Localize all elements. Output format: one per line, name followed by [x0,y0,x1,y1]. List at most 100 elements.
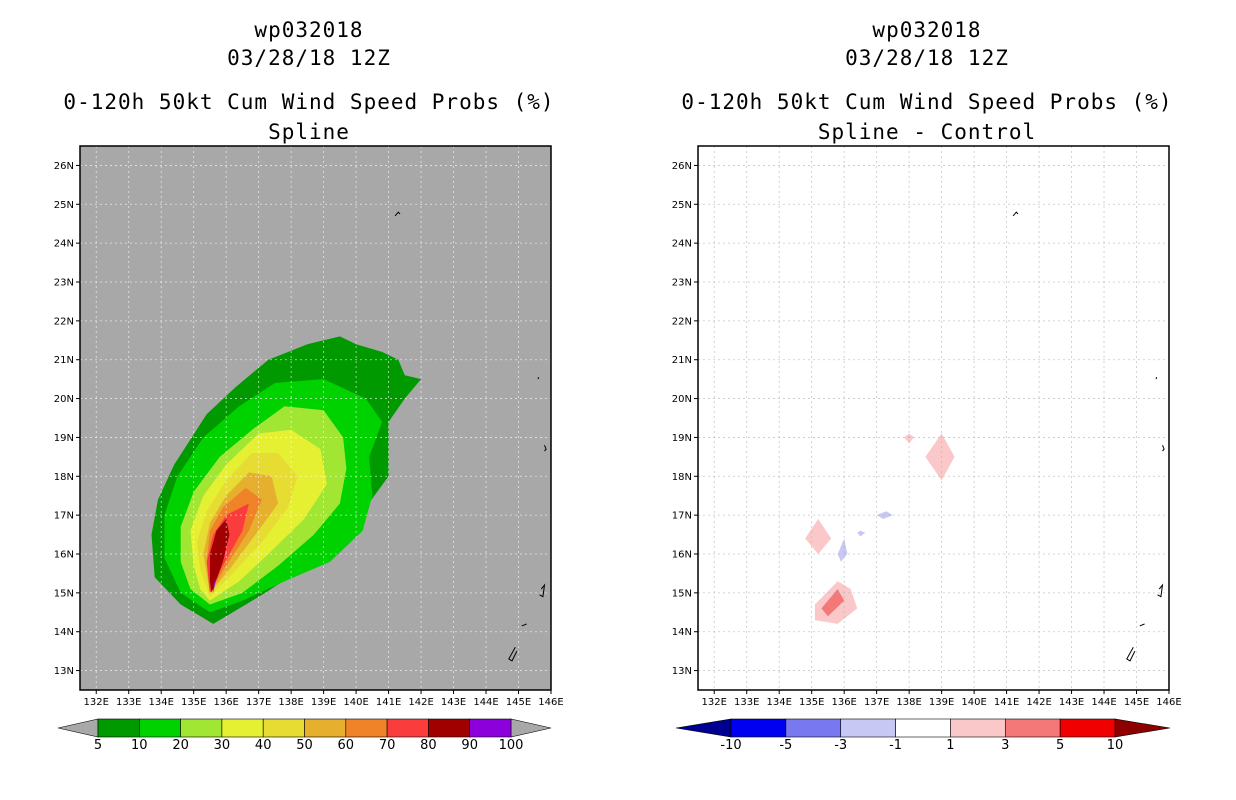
left-colorbar-swatch [97,718,140,738]
right-panel: wp032018 03/28/18 12Z 0-120h 50kt Cum Wi… [618,0,1236,800]
right-xtick-label: 135E [799,697,824,708]
right-colorbar-swatch [785,718,842,738]
left-ytick-label: 23N [54,278,74,289]
left-ytick-label: 25N [54,200,74,211]
left-ytick-label: 24N [54,239,74,250]
left-colorbar-label: 90 [461,738,478,753]
right-ytick-label: 21N [672,355,692,366]
right-colorbar-swatch [1004,718,1061,738]
right-xtick-label: 144E [1091,697,1116,708]
right-ytick-label: 22N [672,316,692,327]
right-coastline [1155,377,1158,380]
left-coastline [521,623,527,627]
right-colorbar-swatch [1059,718,1116,738]
left-colorbar-swatch [386,718,429,738]
right-colorbar-label: 1 [946,738,954,753]
left-ytick-label: 21N [54,355,74,366]
left-xtick-label: 146E [538,697,563,708]
left-colorbar-swatch [304,718,347,738]
left-colorbar-label: 60 [338,738,355,753]
left-coastline [544,445,547,452]
left-xtick-label: 138E [278,697,303,708]
right-ytick-label: 15N [672,588,692,599]
right-datetime: 03/28/18 12Z [845,46,1009,70]
left-xtick-label: 142E [408,697,433,708]
right-xtick-label: 141E [994,697,1019,708]
left-ytick-label: 15N [54,588,74,599]
left-xtick-label: 139E [311,697,336,708]
left-panel: wp032018 03/28/18 12Z 0-120h 50kt Cum Wi… [63,18,555,144]
left-colorbar-swatch [180,718,223,738]
right-ytick-label: 18N [672,472,692,483]
left-colorbar-label: 80 [420,738,437,753]
left-xtick-label: 140E [343,697,368,708]
left-colorbar-swatch [262,718,305,738]
left-ytick-label: 19N [54,433,74,444]
right-coastline [1157,583,1164,598]
right-ytick-label: 24N [672,239,692,250]
left-ytick-label: 16N [54,550,74,561]
left-colorbar-under-triangle [57,718,99,738]
left-colorbar-label: 40 [255,738,272,753]
left-coastline [394,211,401,217]
right-contour-1 [925,433,955,481]
left-ytick-label: 22N [54,316,74,327]
right-colorbar-swatch [895,718,951,738]
right-colorbar-under-triangle [675,718,732,738]
right-ytick-label: 25N [672,200,692,211]
right-colorbar-swatch [950,718,1006,738]
left-xtick-label: 133E [116,697,141,708]
right-contour-1 [904,433,914,444]
left-ytick-label: 18N [54,472,74,483]
left-xtick-label: 134E [149,697,174,708]
right-ytick-label: 19N [672,433,692,444]
left-colorbar-label: 20 [172,738,189,753]
left-colorbar-label: 5 [94,738,102,753]
left-colorbar-swatch [428,718,470,738]
right-xtick-label: 142E [1026,697,1051,708]
right-xtick-label: 134E [767,697,792,708]
right-subtitle: Spline - Control [817,120,1037,144]
left-ytick-label: 20N [54,394,74,405]
right-xtick-label: 136E [831,697,856,708]
left-colorbar-swatch [139,718,181,738]
right-colorbar-label: -10 [720,738,741,753]
right-xtick-label: 146E [1156,697,1181,708]
right-ytick-label: 14N [672,627,692,638]
right-coastline [1139,623,1145,627]
right-ytick-label: 20N [672,394,692,405]
left-ytick-label: 13N [54,666,74,677]
right-coastline [1162,445,1165,452]
left-coastline [537,377,540,380]
right-xtick-label: 145E [1124,697,1149,708]
right-colorbar-label: -1 [889,738,902,753]
left-ytick-label: 26N [54,161,74,172]
right-contour-1 [805,519,832,554]
right-coastline [1012,211,1019,217]
left-xtick-label: 136E [213,697,238,708]
left-xtick-label: 132E [84,697,109,708]
right-ytick-label: 16N [672,550,692,561]
right-ytick-label: 17N [672,511,692,522]
left-xtick-label: 137E [246,697,271,708]
right-coastline [1126,647,1136,662]
right-colorbar-swatch [730,718,787,738]
right-ytick-label: 26N [672,161,692,172]
right-contour-neg1 [857,530,866,537]
left-subtitle: Spline [268,120,350,144]
left-coastline [508,647,518,662]
right-storm-id: wp032018 [872,18,982,42]
right-chart: 132E 133E 134E 135E 136E 137E 138E 139E 140E 141E… [672,145,1182,753]
right-contour-3 [821,589,845,617]
left-xtick-label: 135E [181,697,206,708]
left-colorbar-swatch [345,718,388,738]
left-colorbar-label: 30 [214,738,231,753]
right-contour-neg1 [837,538,848,562]
left-contour-90 [213,577,217,593]
left-product-title: 0-120h 50kt Cum Wind Speed Probs (%) [63,90,555,114]
left-colorbar-label: 50 [296,738,313,753]
left-xtick-label: 145E [506,697,531,708]
right-colorbar-label: 3 [1001,738,1009,753]
left-colorbar-swatch [469,718,512,738]
